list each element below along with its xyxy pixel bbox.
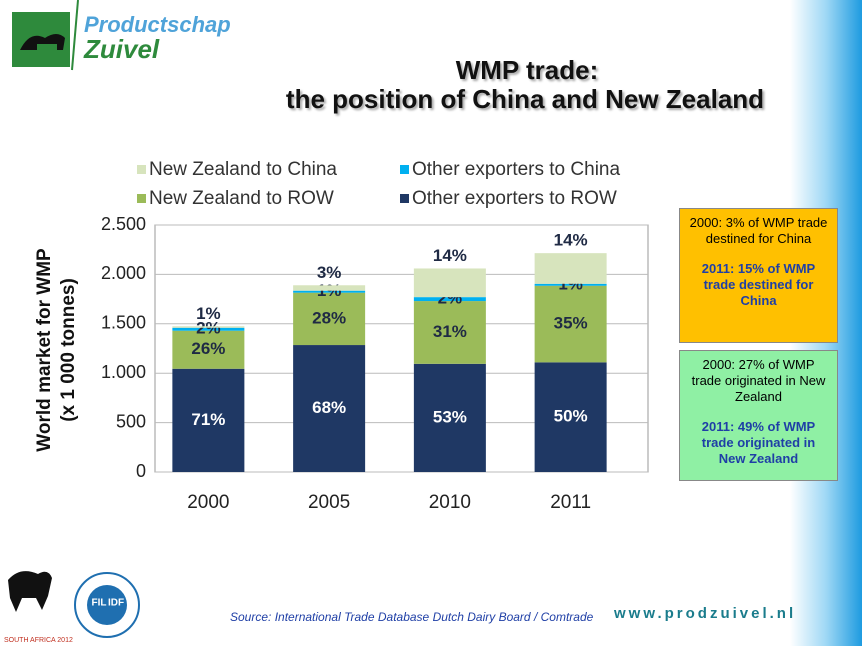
y-tick-label: 2.500 bbox=[101, 214, 146, 234]
legend-swatch bbox=[400, 165, 409, 174]
title: the position of China and New Zealand bbox=[286, 84, 764, 114]
y-tick-label: 1.000 bbox=[101, 362, 146, 382]
legend-label: New Zealand to China bbox=[149, 159, 337, 180]
share-label: 31% bbox=[433, 322, 467, 341]
share-label: 35% bbox=[554, 314, 588, 333]
legend-label: Other exporters to China bbox=[412, 159, 620, 180]
bar-segment bbox=[413, 268, 486, 298]
idf-text: IDF bbox=[108, 598, 124, 609]
legend-label: Other exporters to ROW bbox=[412, 188, 617, 209]
y-axis-label: World market for WMP bbox=[34, 248, 55, 452]
title: WMP trade: bbox=[456, 55, 599, 85]
brand-line2: Zuivel bbox=[83, 34, 160, 64]
bar-segment bbox=[172, 327, 245, 331]
share-label: 1% bbox=[196, 304, 221, 323]
x-tick-label: 2010 bbox=[429, 492, 471, 513]
bar-segment bbox=[534, 283, 607, 286]
idf-logo-inner bbox=[87, 585, 127, 625]
bar-segment bbox=[172, 326, 245, 328]
share-label: 28% bbox=[312, 308, 346, 327]
source: Source: International Trade Database Dut… bbox=[230, 610, 594, 624]
box-text: 2000: 27% of WMP trade originated in New… bbox=[691, 357, 826, 404]
box-bold-text: 2011: 49% of WMP trade originated in New… bbox=[701, 419, 816, 466]
x-tick-label: 2000 bbox=[187, 492, 229, 513]
bar-segment bbox=[293, 290, 366, 293]
share-label: 71% bbox=[191, 410, 225, 429]
y-axis-label: (x 1 000 tonnes) bbox=[58, 278, 79, 422]
legend-label: New Zealand to ROW bbox=[149, 188, 334, 209]
share-label: 14% bbox=[554, 231, 588, 250]
share-label: 2% bbox=[196, 319, 221, 338]
info-box: 2000: 3% of WMP trade destined for China… bbox=[679, 208, 838, 343]
url: www.prodzuivel.nl bbox=[613, 605, 796, 622]
box-text: 2000: 3% of WMP trade destined for China bbox=[689, 215, 828, 246]
share-label: 3% bbox=[317, 263, 342, 282]
bar-segment bbox=[413, 301, 486, 364]
event-logo bbox=[8, 571, 52, 612]
logo-line bbox=[71, 0, 79, 71]
idf-text: FIL bbox=[92, 598, 107, 609]
x-tick-label: 2011 bbox=[550, 492, 591, 513]
brand-line1: Productschap bbox=[84, 12, 231, 37]
share-label: 53% bbox=[433, 407, 467, 426]
share-label: 68% bbox=[312, 398, 346, 417]
logo-cow bbox=[20, 34, 65, 50]
y-tick-label: 1.500 bbox=[101, 313, 146, 333]
bar-segment bbox=[293, 345, 366, 472]
legend-swatch bbox=[137, 194, 146, 203]
info-box: 2000: 27% of WMP trade originated in New… bbox=[679, 350, 838, 481]
bar-segment bbox=[413, 363, 486, 472]
bar-segment bbox=[534, 253, 607, 284]
box-bold-text: 2011: 15% of WMP trade destined for Chin… bbox=[701, 261, 816, 308]
event-text: SOUTH AFRICA 2012 bbox=[4, 637, 73, 644]
bar-segment bbox=[534, 362, 607, 472]
legend-swatch bbox=[400, 194, 409, 203]
bar-segment bbox=[172, 368, 245, 472]
bar-segment bbox=[534, 285, 607, 363]
share-label: 14% bbox=[433, 246, 467, 265]
share-label: 50% bbox=[554, 407, 588, 426]
bar-segment bbox=[293, 292, 366, 346]
legend-swatch bbox=[137, 165, 146, 174]
bar-segment bbox=[172, 330, 245, 369]
bar-segment bbox=[293, 285, 366, 291]
y-tick-label: 0 bbox=[136, 461, 146, 481]
x-tick-label: 2005 bbox=[308, 492, 350, 513]
share-label: 26% bbox=[191, 339, 225, 358]
y-tick-label: 500 bbox=[116, 411, 146, 431]
y-tick-label: 2.000 bbox=[101, 263, 146, 283]
bar-segment bbox=[413, 297, 486, 302]
